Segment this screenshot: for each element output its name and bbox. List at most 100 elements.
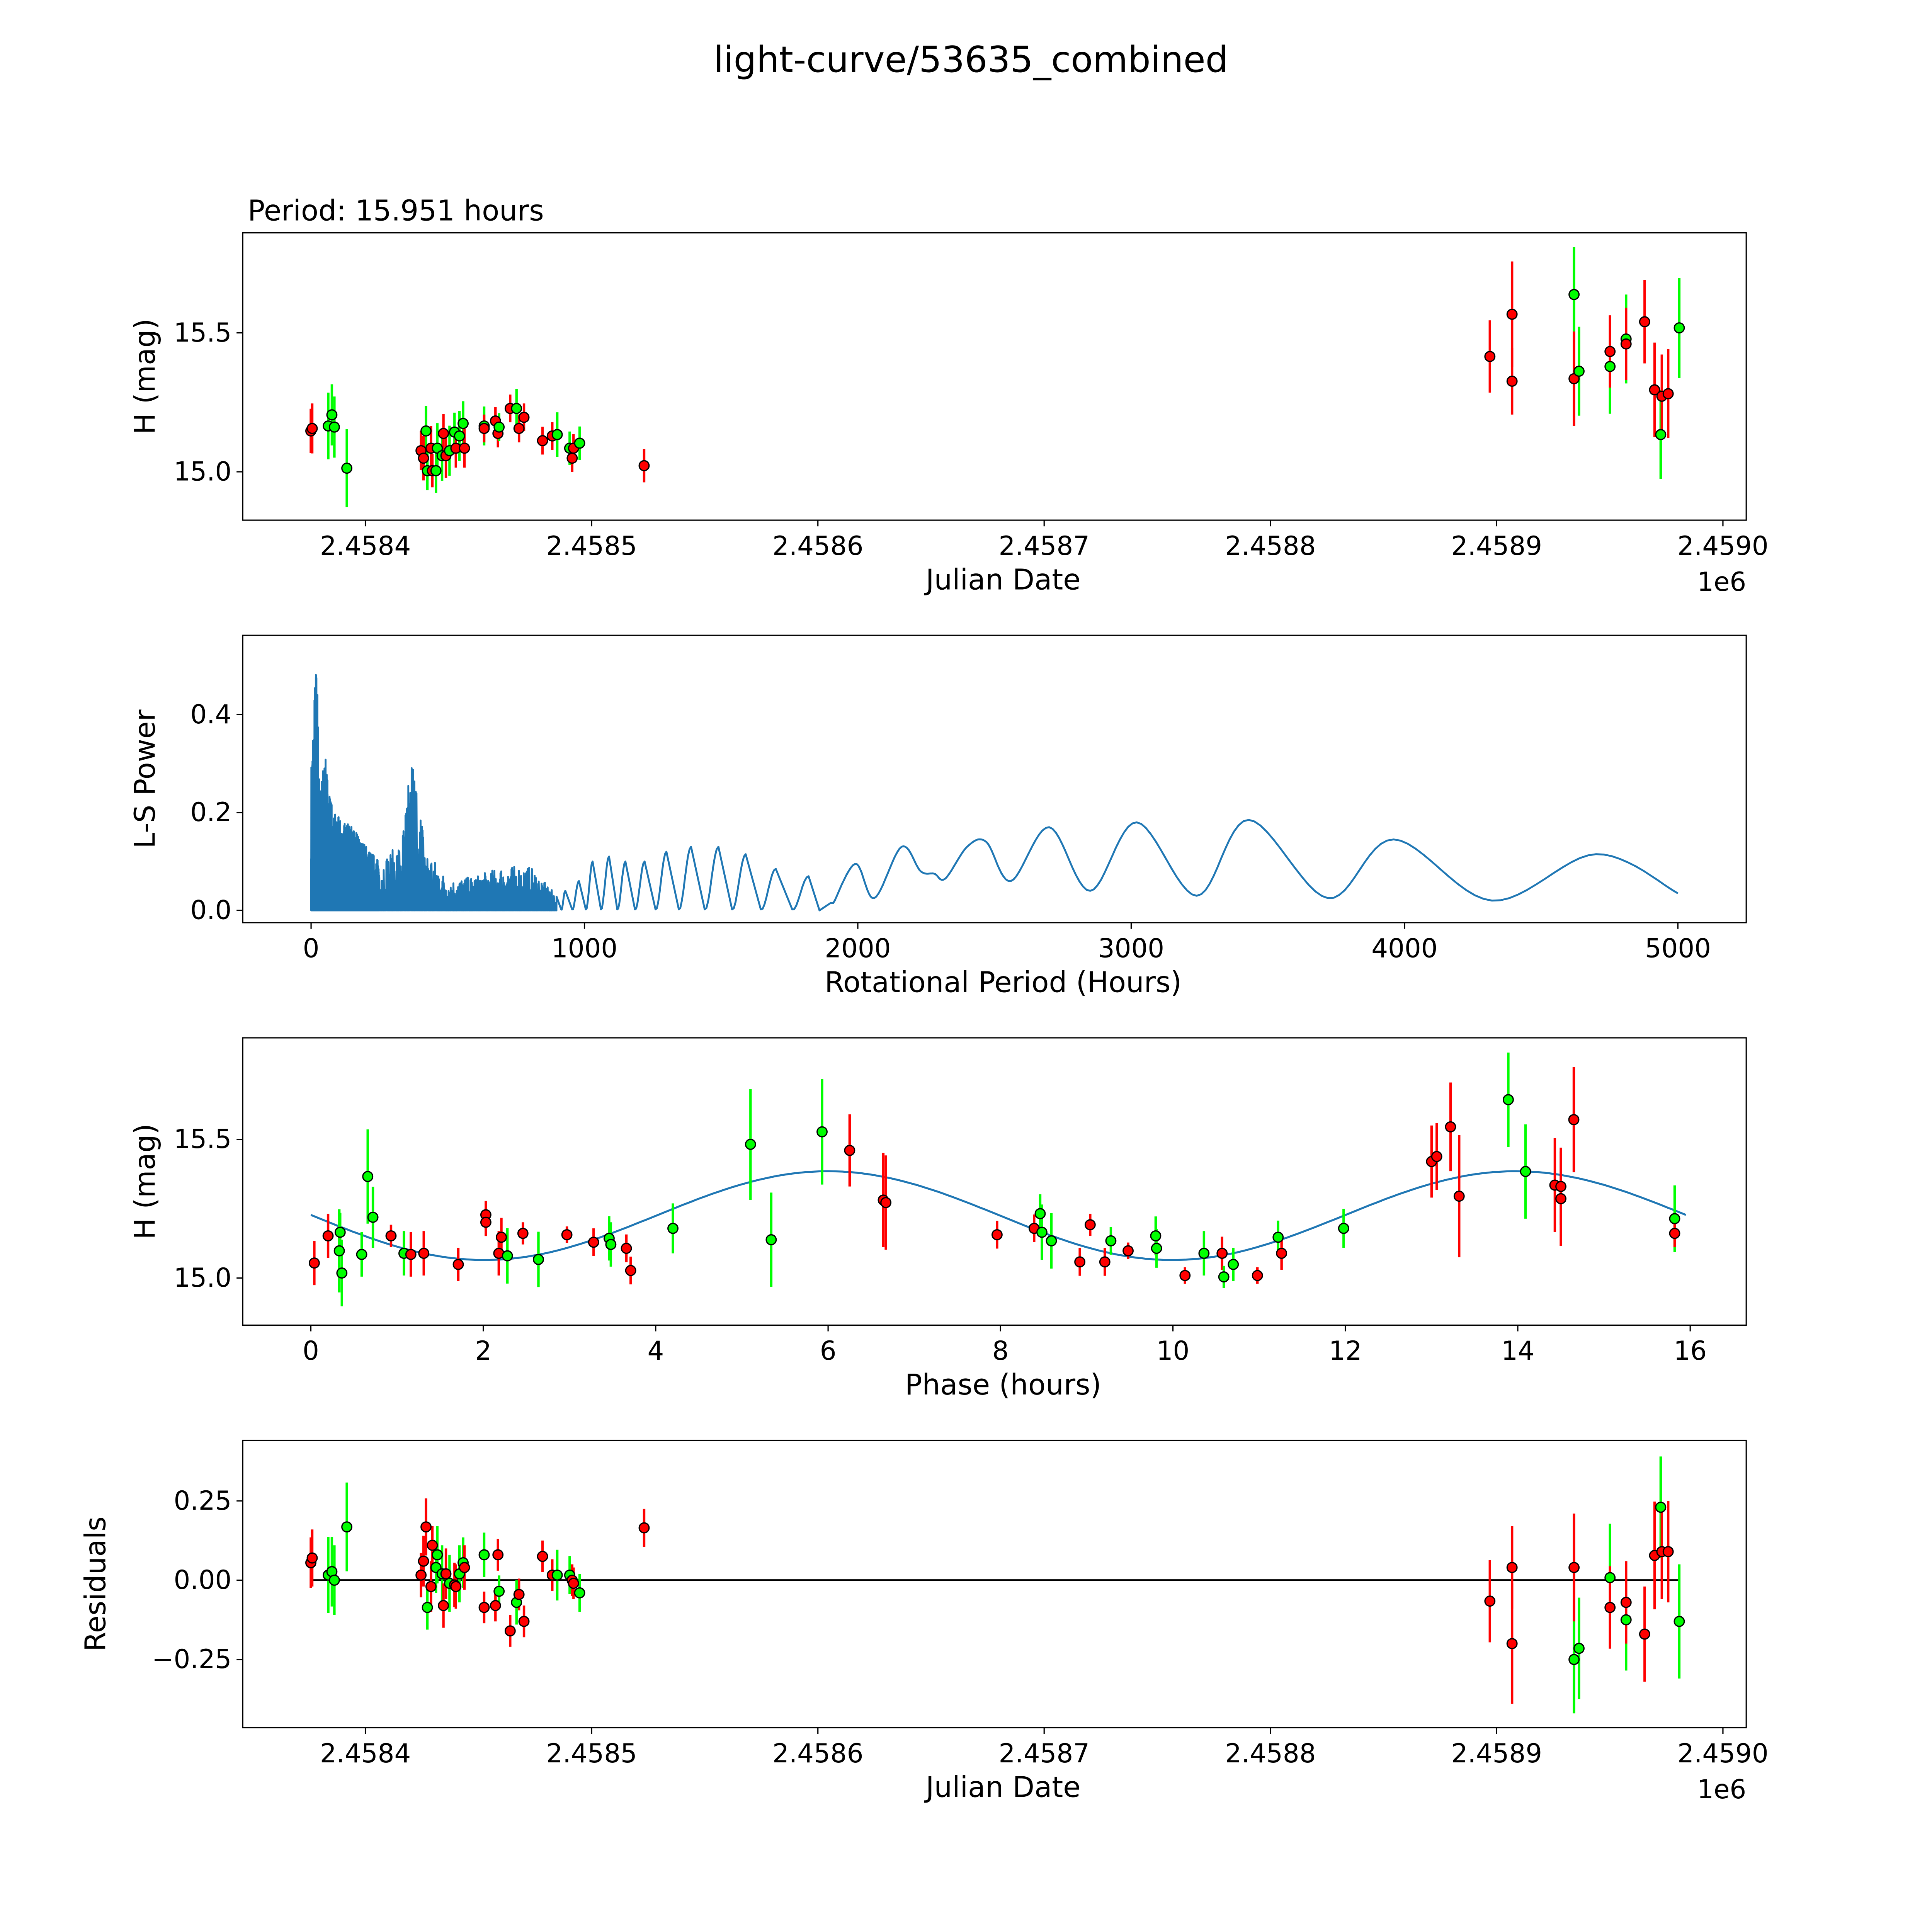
plot-area bbox=[308, 1052, 1687, 1306]
data-point bbox=[1568, 1654, 1580, 1665]
data-point bbox=[385, 1230, 397, 1242]
data-point bbox=[638, 1522, 650, 1534]
plot-area bbox=[305, 1456, 1685, 1714]
x-axis-label: Phase (hours) bbox=[905, 1369, 1101, 1401]
x-tick-label: 0 bbox=[303, 1336, 319, 1366]
data-point bbox=[430, 465, 442, 476]
subplot-periodogram: 0 1000 2000 3000 4000 5000 0.0 0.2 0.4 Rotational… bbox=[129, 634, 1747, 999]
data-point bbox=[1568, 373, 1580, 384]
x-tick-label: 2.4590 bbox=[1677, 531, 1768, 561]
data-point bbox=[605, 1239, 617, 1250]
data-point bbox=[454, 430, 465, 442]
data-point bbox=[1228, 1259, 1239, 1270]
x-axis-label: Rotational Period (Hours) bbox=[825, 966, 1182, 999]
data-point bbox=[638, 460, 650, 471]
axes-frame bbox=[242, 232, 1747, 521]
data-point bbox=[1568, 1114, 1580, 1126]
data-point bbox=[1506, 308, 1518, 320]
data-point bbox=[574, 437, 585, 449]
data-point bbox=[1673, 322, 1685, 333]
data-point bbox=[513, 1589, 525, 1600]
data-point bbox=[504, 1625, 516, 1637]
data-point bbox=[1122, 1245, 1134, 1257]
data-point bbox=[1506, 1638, 1518, 1650]
data-point bbox=[422, 1602, 433, 1613]
data-point bbox=[1649, 384, 1660, 396]
data-point bbox=[356, 1249, 367, 1260]
data-point bbox=[1662, 1546, 1674, 1558]
data-point bbox=[1520, 1166, 1531, 1177]
data-point bbox=[745, 1139, 756, 1150]
data-point bbox=[1639, 1628, 1650, 1640]
data-point bbox=[1252, 1270, 1263, 1281]
data-point bbox=[537, 1551, 548, 1562]
data-point bbox=[341, 463, 352, 474]
x-tick-label: 12 bbox=[1329, 1336, 1362, 1366]
y-tick-label: 15.0 bbox=[174, 1263, 232, 1293]
subplot-phased-light-curve: 0 2 4 6 8 10 12 14 16 15.0 15.5 Phase (hours) H (mag… bbox=[129, 1037, 1747, 1401]
data-point bbox=[418, 1555, 429, 1567]
data-point bbox=[1604, 346, 1616, 357]
data-point bbox=[493, 1585, 505, 1597]
data-point bbox=[1568, 1562, 1580, 1573]
x-tick-label: 2.4584 bbox=[320, 531, 411, 561]
y-tick-label: 0.00 bbox=[174, 1565, 232, 1595]
data-point bbox=[625, 1265, 636, 1276]
data-point bbox=[533, 1253, 544, 1265]
data-point bbox=[1431, 1151, 1442, 1162]
data-point bbox=[1084, 1219, 1096, 1231]
x-tick-label: 16 bbox=[1673, 1336, 1707, 1366]
data-point bbox=[1218, 1271, 1230, 1283]
data-point bbox=[667, 1223, 679, 1234]
x-tick-label: 2.4588 bbox=[1225, 1738, 1316, 1769]
data-point bbox=[517, 1228, 529, 1239]
data-point bbox=[367, 1211, 379, 1223]
x-tick-label: 2.4585 bbox=[546, 1738, 637, 1769]
x-tick-label: 2.4586 bbox=[772, 531, 863, 561]
x-tick-label: 2.4589 bbox=[1451, 1738, 1542, 1769]
data-point bbox=[459, 1562, 470, 1573]
data-point bbox=[341, 1521, 352, 1533]
data-point bbox=[334, 1226, 346, 1238]
data-point bbox=[420, 1521, 432, 1533]
data-point bbox=[566, 452, 578, 464]
y-axis-label: H (mag) bbox=[129, 318, 162, 434]
data-point bbox=[418, 452, 429, 464]
data-point bbox=[1198, 1248, 1210, 1259]
subplot-residuals: 2.4584 2.4585 2.4586 2.4587 2.4588 2.4589 2.45… bbox=[79, 1439, 1769, 1804]
data-point bbox=[306, 423, 318, 434]
x-tick-label: 2.4584 bbox=[320, 1738, 411, 1769]
data-point bbox=[1573, 366, 1585, 377]
data-point bbox=[306, 1552, 318, 1564]
x-tick-label: 6 bbox=[820, 1336, 837, 1366]
x-tick-label: 14 bbox=[1501, 1336, 1534, 1366]
plot-area bbox=[305, 247, 1685, 507]
data-point bbox=[452, 1259, 464, 1270]
data-point bbox=[1046, 1235, 1057, 1247]
period-annotation: Period: 15.951 hours bbox=[248, 195, 544, 228]
data-point bbox=[816, 1126, 828, 1138]
data-point bbox=[418, 1248, 430, 1259]
data-point bbox=[574, 1587, 585, 1599]
data-point bbox=[438, 1600, 449, 1611]
data-point bbox=[991, 1229, 1003, 1240]
data-point bbox=[328, 421, 340, 433]
data-point bbox=[1555, 1181, 1566, 1192]
data-point bbox=[478, 423, 490, 434]
data-point bbox=[415, 1569, 427, 1581]
data-point bbox=[328, 1575, 340, 1586]
x-axis-label: Julian Date bbox=[924, 564, 1081, 597]
data-point bbox=[518, 412, 530, 423]
y-tick-label: 0.25 bbox=[174, 1486, 232, 1516]
data-point bbox=[1604, 1572, 1616, 1583]
data-point bbox=[561, 1229, 573, 1240]
data-point bbox=[326, 409, 338, 421]
data-point bbox=[322, 1230, 334, 1242]
data-point bbox=[537, 435, 548, 446]
data-point bbox=[1276, 1248, 1287, 1259]
data-point bbox=[425, 1581, 437, 1592]
data-point bbox=[1555, 1193, 1566, 1204]
data-point bbox=[1669, 1213, 1680, 1225]
data-point bbox=[1655, 429, 1667, 440]
data-point bbox=[496, 1231, 507, 1243]
